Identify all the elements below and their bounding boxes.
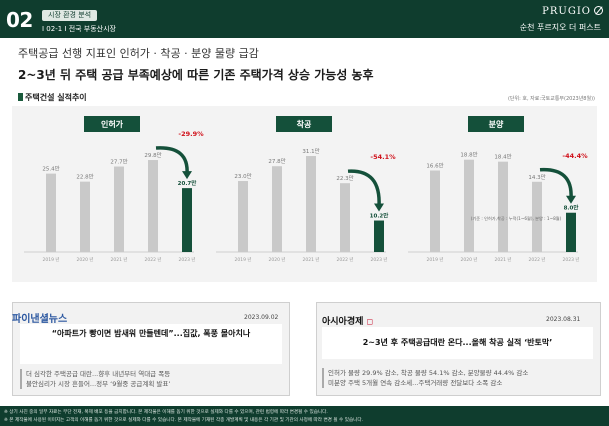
- chart-title-box-1: [84, 116, 140, 132]
- headline-secondary: 2~3년 뒤 주택 공급 부족예상에 따른 기존 주택가격 상승 가능성 농후: [18, 68, 374, 82]
- bar-charts: 인허가 25.4만 2019 년 22.8만 2020 년 27.7만 2021 년 29.8…: [24, 116, 588, 263]
- news-date-2: 2023.08.31: [546, 316, 581, 323]
- category-label-3-4: 2022 년: [528, 256, 545, 263]
- bar-value-label-2-3: 31.1만: [302, 147, 319, 155]
- project-name: 순천 푸르지오 더 퍼스트: [519, 23, 601, 32]
- bar-1-2: [80, 181, 90, 252]
- bar-value-label-3-5: 8.0만: [564, 204, 579, 212]
- news-body-2: 인허가 물량 29.9% 감소, 착공 물량 54.1% 감소, 분양물량 44…: [322, 368, 593, 388]
- bar-2-2: [272, 166, 282, 252]
- change-arrow-3: [539, 168, 573, 199]
- category-label-3-3: 2021 년: [494, 256, 511, 263]
- section-title-text: 주택건설 실적추이: [25, 93, 87, 102]
- bar-2-4: [340, 183, 350, 252]
- bar-value-label-1-5: 20.7만: [178, 179, 197, 187]
- bar-2-1: [238, 181, 248, 252]
- category-label-3-2: 2020 년: [460, 256, 477, 263]
- section-marker-icon: [18, 93, 23, 101]
- bar-3-5: [566, 212, 576, 252]
- category-label-2-2: 2020 년: [268, 256, 285, 263]
- bar-value-label-1-3: 27.7만: [110, 158, 127, 166]
- bar-3-2: [464, 159, 474, 252]
- bar-value-label-1-2: 22.8만: [76, 173, 93, 181]
- bar-1-5: [182, 188, 192, 252]
- change-arrowhead-2: [374, 203, 384, 212]
- bar-3-4: [532, 181, 542, 252]
- news-body-1-line-2: 불안심리가 시장 흔들어...정부 ‘9월중 공급계획 발표’: [26, 380, 171, 388]
- change-arrowhead-3: [566, 195, 576, 204]
- chart-title-box-2: [276, 116, 332, 132]
- news-headline-card-1: [20, 324, 282, 364]
- category-label-1-4: 2022 년: [144, 256, 161, 263]
- bar-1-4: [148, 160, 158, 252]
- category-label-2-5: 2023 년: [370, 256, 387, 263]
- category-label-2-3: 2021 년: [302, 256, 319, 263]
- bar-1-1: [46, 173, 56, 252]
- bar-3-3: [498, 161, 508, 252]
- bar-2-5: [374, 220, 384, 252]
- change-label-2: -54.1%: [370, 153, 396, 161]
- footer-disclaimer: ※ 상기 사진 중의 일부 자료는 무단 전재, 복제 배포 등을 금지합니다.…: [0, 406, 609, 426]
- chart-note: (기준 : 인허가,착공 : 누적(1~6월), 분양 : 1~8월): [471, 215, 562, 222]
- brand-symbol-icon: [594, 6, 603, 15]
- change-arrow-1: [155, 146, 189, 175]
- section-subtitle: I 02-1 I 전국 부동산시장: [42, 25, 116, 33]
- change-label-3: -44.4%: [562, 152, 588, 160]
- bar-value-label-3-2: 18.8만: [460, 151, 477, 159]
- chart-title-3: 분양: [489, 119, 504, 129]
- section-tag: 시장 환경 분석: [42, 10, 98, 21]
- bar-value-label-1-4: 29.8만: [144, 151, 161, 159]
- news-source-1: 파이낸셜뉴스: [12, 314, 68, 325]
- brand-logo: PRUGIO: [542, 6, 591, 17]
- news-source-2: 아시아경제 ◻: [322, 314, 373, 327]
- bar-value-label-3-3: 18.4만: [494, 153, 511, 161]
- category-label-3-5: 2023 년: [562, 256, 579, 263]
- news-body-2-line-1: 인허가 물량 29.9% 감소, 착공 물량 54.1% 감소, 분양물량 44…: [328, 369, 529, 377]
- news-source-mark-icon: ◻: [366, 317, 374, 326]
- category-label-2-4: 2022 년: [336, 256, 353, 263]
- news-date-1: 2023.09.02: [244, 314, 279, 321]
- bar-2-3: [306, 156, 316, 252]
- page-number: 02: [6, 8, 33, 32]
- news-source-2-text: 아시아경제: [322, 317, 364, 327]
- bar-value-label-2-2: 27.8만: [268, 157, 285, 165]
- bar-3-1: [430, 170, 440, 252]
- section-title: 주택건설 실적추이: [18, 92, 87, 103]
- category-label-3-1: 2019 년: [426, 256, 443, 263]
- chart-title-1: 인허가: [101, 119, 124, 129]
- bar-value-label-3-4: 14.3만: [528, 173, 545, 181]
- bar-value-label-2-1: 23.0만: [234, 172, 251, 180]
- change-arrowhead-1: [182, 171, 192, 180]
- bar-value-label-2-4: 22.3만: [336, 174, 353, 182]
- change-label-1: -29.9%: [178, 130, 204, 138]
- news-headline-1: “아파트가 빵이면 밤새워 만들텐데”...집값, 폭풍 몰아치나: [51, 329, 251, 338]
- change-arrow-2: [347, 169, 381, 207]
- category-label-1-3: 2021 년: [110, 256, 127, 263]
- news-headline-2: 2~3년 후 주택공급대란 온다...올해 착공 실적 ‘반토막’: [362, 338, 553, 347]
- category-label-2-1: 2019 년: [234, 256, 251, 263]
- bar-value-label-2-5: 10.2만: [370, 212, 389, 220]
- category-label-1-2: 2020 년: [76, 256, 93, 263]
- category-label-1-1: 2019 년: [42, 256, 59, 263]
- headline-primary: 주택공급 선행 지표인 인허가 · 착공 · 분양 물량 급감: [18, 47, 259, 60]
- news-body-2-line-2: 미분양 주택 5개월 연속 감소세...주택거래량 전달보다 소폭 감소: [328, 379, 503, 387]
- news-headline-card-2: [322, 327, 593, 359]
- news-body-1-line-1: 더 심각한 주택공급 대란...향후 내년부터 역대급 폭등: [26, 370, 171, 378]
- unit-note: (단위: 호, 자료:국토교통부(2023년8월)): [507, 96, 595, 102]
- bar-value-label-3-1: 16.6만: [426, 162, 443, 170]
- header-bar: 02 시장 환경 분석 I 02-1 I 전국 부동산시장 PRUGIO 순천 …: [0, 0, 609, 38]
- disclaimer-line-2: ※ 본 제작물에 사용된 이미지는 고객의 이해를 돕기 위한 것으로 실제와 …: [4, 418, 364, 423]
- category-label-1-5: 2023 년: [178, 256, 195, 263]
- bar-value-label-1-1: 25.4만: [42, 165, 59, 173]
- news-body-1: 더 심각한 주택공급 대란...향후 내년부터 역대급 폭등 불안심리가 시장 …: [20, 369, 282, 389]
- disclaimer-line-1: ※ 상기 사진 중의 일부 자료는 무단 전재, 복제 배포 등을 금지합니다.…: [4, 410, 328, 415]
- chart-title-box-3: [468, 116, 524, 132]
- bar-1-3: [114, 166, 124, 252]
- chart-title-2: 착공: [297, 119, 312, 129]
